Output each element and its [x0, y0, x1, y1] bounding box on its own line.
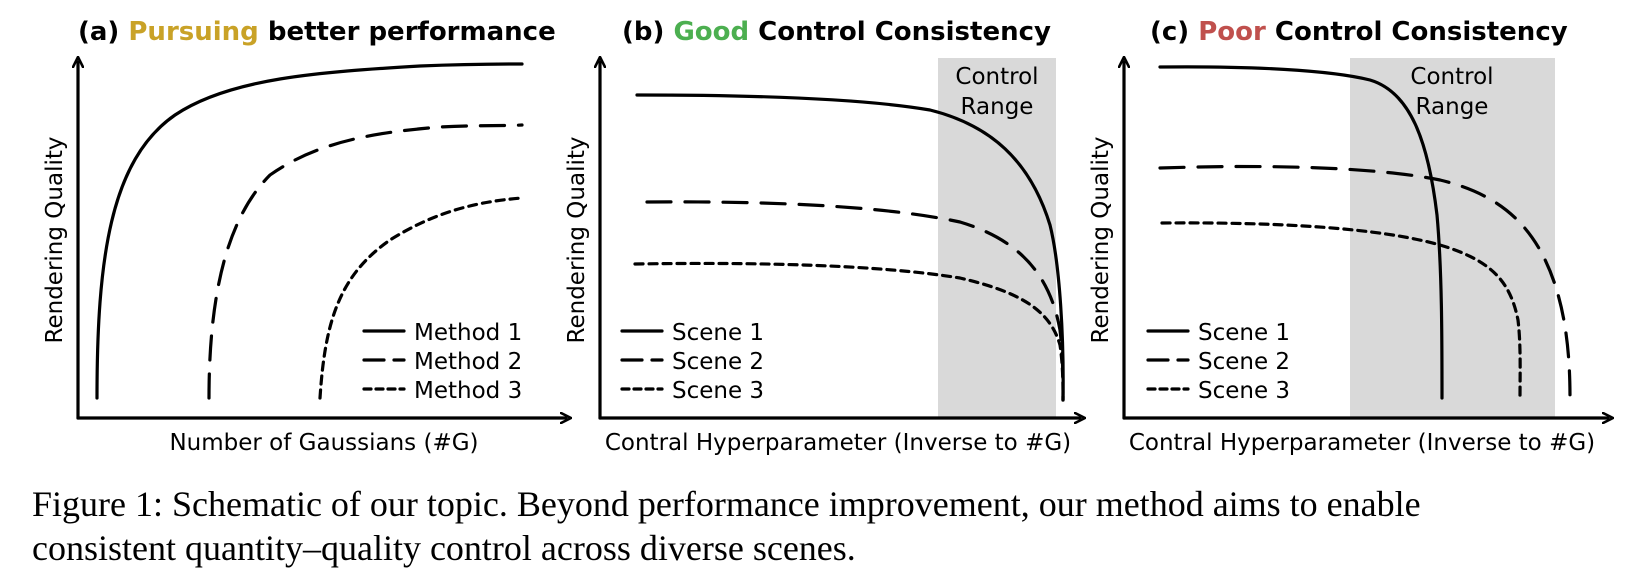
panel-c-title-suffix: Control Consistency: [1266, 17, 1568, 47]
panel-b-y-label: Rendering Quality: [564, 137, 590, 344]
panel-b-title-suffix: Control Consistency: [749, 17, 1051, 47]
panel-b-control-range-line-2: Range: [961, 94, 1034, 120]
panel-c-legend-label-2: Scene 2: [1198, 349, 1290, 375]
caption-line-1: Figure 1: Schematic of our topic. Beyond…: [32, 484, 1421, 524]
figure-caption: Figure 1: Schematic of our topic. Beyond…: [32, 482, 1632, 570]
panel-c-legend-label-3: Scene 3: [1198, 378, 1290, 404]
panel-a-legend-label-3: Method 3: [414, 378, 522, 404]
panel-b-x-label: Contral Hyperparameter (Inverse to #G): [605, 430, 1071, 456]
panel-c-y-label: Rendering Quality: [1088, 137, 1114, 344]
panel-b-legend-label-1: Scene 1: [672, 320, 764, 346]
panel-a-title-suffix: better performance: [259, 17, 556, 47]
panel-b-legend: Scene 1 Scene 2 Scene 3: [620, 320, 764, 404]
panel-a-method-2-curve: [207, 123, 524, 400]
panel-a-title: (a) Pursuing better performance: [78, 17, 556, 47]
panel-c-title-keyword: Poor: [1198, 17, 1266, 47]
panel-a-legend-label-2: Method 2: [414, 349, 522, 375]
caption-line-2: consistent quantity–quality control acro…: [32, 528, 856, 568]
panel-a-legend: Method 1 Method 2 Method 3: [362, 320, 522, 404]
panel-c-scene-1-curve: [1158, 65, 1444, 400]
panel-c-x-label: Contral Hyperparameter (Inverse to #G): [1129, 430, 1595, 456]
panel-b-control-range-line-1: Control: [955, 64, 1038, 90]
panel-a-method-3-curve: [318, 196, 524, 400]
panel-b-title-prefix: (b): [622, 17, 673, 47]
panel-c-legend-label-1: Scene 1: [1198, 320, 1290, 346]
panel-b-title-keyword: Good: [673, 17, 749, 47]
panel-a-legend-label-1: Method 1: [414, 320, 522, 346]
panel-a-method-1-curve: [95, 62, 524, 400]
panel-c-scene-2-curve: [1158, 164, 1572, 400]
panel-b-title: (b) Good Control Consistency: [622, 17, 1051, 47]
panel-c-scene-3-curve: [1160, 221, 1522, 400]
panel-b-scene-2-curve: [645, 200, 1065, 402]
panel-c-control-range-line-1: Control: [1410, 64, 1493, 90]
panel-b: (b) Good Control Consistency Control Ran…: [564, 17, 1080, 456]
panel-c: (c) Poor Control Consistency Control Ran…: [1088, 17, 1608, 456]
panel-a-x-label: Number of Gaussians (#G): [169, 430, 478, 456]
panel-b-legend-label-3: Scene 3: [672, 378, 764, 404]
panel-b-scene-3-curve: [633, 261, 1065, 402]
panel-c-title: (c) Poor Control Consistency: [1150, 17, 1568, 47]
panel-b-legend-label-2: Scene 2: [672, 349, 764, 375]
panel-a-title-keyword: Pursuing: [128, 17, 258, 47]
panel-a-title-prefix: (a): [78, 17, 128, 47]
panel-c-title-prefix: (c): [1150, 17, 1198, 47]
panel-a: (a) Pursuing better performance Renderin…: [42, 17, 566, 456]
panel-a-y-label: Rendering Quality: [42, 137, 68, 344]
panel-c-legend: Scene 1 Scene 2 Scene 3: [1146, 320, 1290, 404]
panel-b-scene-1-curve: [635, 93, 1065, 402]
panel-c-control-range-line-2: Range: [1416, 94, 1489, 120]
